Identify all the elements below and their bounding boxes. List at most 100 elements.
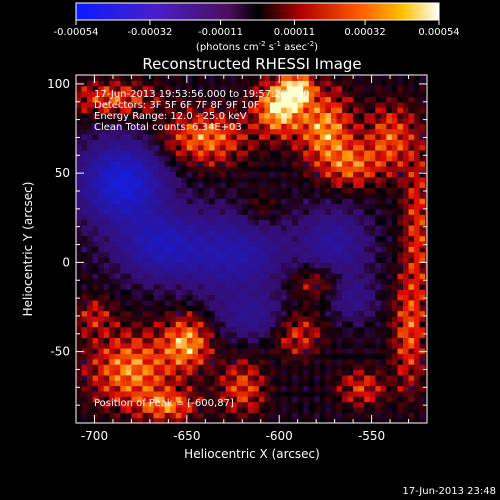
x-axis-label: Heliocentric X (arcsec) [184, 447, 320, 461]
heatmap-cell [314, 80, 321, 87]
heatmap-cell [258, 257, 266, 263]
heatmap-cell [181, 385, 188, 392]
heatmap-cell [264, 299, 271, 306]
heatmap-cell [419, 224, 426, 231]
heatmap-cell [159, 176, 166, 183]
heatmap-cell [364, 273, 371, 280]
heatmap-cell [153, 257, 160, 263]
heatmap-cell [87, 380, 94, 387]
heatmap-cell [92, 198, 99, 205]
heatmap-cell [303, 171, 310, 178]
heatmap-cell [225, 224, 232, 231]
heatmap-cell [236, 353, 243, 360]
heatmap-cell [264, 144, 271, 151]
heatmap-cell [391, 214, 399, 221]
heatmap-cell [120, 176, 127, 183]
heatmap-cell [336, 315, 343, 322]
heatmap-cell [319, 412, 326, 419]
heatmap-cell [142, 273, 149, 280]
heatmap-cell [258, 337, 266, 344]
heatmap-cell [397, 230, 404, 237]
heatmap-cell [225, 412, 232, 419]
heatmap-cell [170, 96, 177, 103]
heatmap-cell [192, 390, 199, 397]
heatmap-cell [336, 182, 343, 189]
heatmap-cell [319, 187, 326, 194]
heatmap-cell [181, 305, 188, 312]
heatmap-cell [347, 214, 354, 221]
heatmap-cell [231, 417, 238, 423]
heatmap-cell [419, 257, 426, 263]
heatmap-cell [203, 364, 210, 371]
heatmap-cell [414, 123, 421, 130]
heatmap-cell [353, 267, 360, 274]
heatmap-cell [159, 251, 166, 258]
heatmap-cell [76, 123, 83, 130]
heatmap-cell [342, 139, 349, 146]
heatmap-cell [402, 139, 410, 146]
heatmap-cell [109, 369, 116, 376]
heatmap-cell [342, 101, 349, 108]
heatmap-cell [419, 192, 426, 199]
heatmap-cell [330, 358, 338, 365]
heatmap-cell [164, 364, 171, 371]
heatmap-cell [281, 96, 288, 103]
heatmap-cell [136, 374, 144, 381]
heatmap-cell [297, 123, 304, 130]
heatmap-cell [414, 364, 421, 371]
heatmap-cell [170, 230, 177, 237]
heatmap-cell [142, 214, 149, 221]
heatmap-cell [336, 75, 343, 81]
heatmap-cell [98, 262, 105, 269]
heatmap-cell [103, 139, 110, 146]
heatmap-cell [81, 155, 88, 162]
heatmap-cell [391, 305, 399, 312]
heatmap-cell [159, 267, 166, 274]
heatmap-cell [114, 289, 121, 296]
heatmap-cell [269, 417, 277, 423]
heatmap-cell [353, 139, 360, 146]
heatmap-cell [209, 406, 216, 413]
heatmap-cell [136, 246, 144, 253]
heatmap-cell [109, 353, 116, 360]
heatmap-cell [275, 251, 282, 258]
heatmap-cell [236, 374, 243, 381]
heatmap-cell [87, 166, 94, 172]
heatmap-cell [253, 401, 260, 408]
heatmap-cell [375, 369, 382, 376]
heatmap-cell [214, 305, 221, 312]
heatmap-cell [253, 385, 260, 392]
heatmap-cell [231, 299, 238, 306]
heatmap-cell [186, 123, 193, 130]
heatmap-cell [297, 385, 304, 392]
heatmap-cell [303, 133, 310, 140]
heatmap-cell [214, 390, 221, 397]
heatmap-cell [142, 85, 149, 92]
heatmap-cell [114, 203, 121, 210]
heatmap-cell [76, 401, 83, 408]
heatmap-cell [369, 182, 376, 189]
heatmap-cell [159, 91, 166, 98]
heatmap-cell [197, 208, 205, 215]
heatmap-cell [358, 155, 365, 162]
heatmap-cell [325, 203, 332, 210]
heatmap-cell [397, 203, 404, 210]
heatmap-cell [197, 214, 205, 221]
heatmap-cell [303, 374, 310, 381]
heatmap-cell [325, 176, 332, 183]
heatmap-cell [286, 289, 293, 296]
heatmap-cell [364, 321, 371, 328]
heatmap-cell [380, 331, 387, 338]
heatmap-cell [369, 358, 376, 365]
heatmap-cell [408, 374, 415, 381]
heatmap-cell [98, 144, 105, 151]
heatmap-cell [286, 262, 293, 269]
heatmap-cell [159, 289, 166, 296]
heatmap-cell [153, 315, 160, 322]
heatmap-cell [292, 80, 299, 87]
heatmap-cell [87, 294, 94, 301]
heatmap-cell [425, 235, 427, 242]
heatmap-cell [336, 123, 343, 130]
heatmap-cell [414, 321, 421, 328]
heatmap-cell [425, 133, 427, 140]
